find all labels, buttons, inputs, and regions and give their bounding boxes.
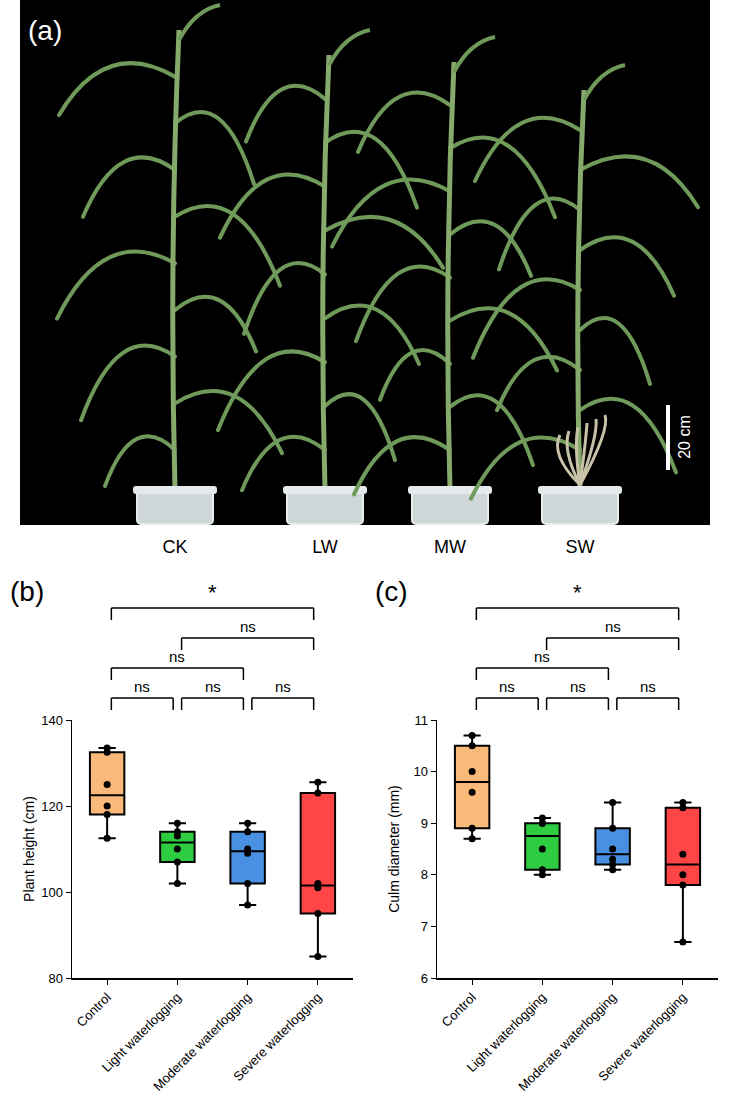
svg-text:Plant height (cm): Plant height (cm): [21, 796, 37, 902]
svg-text:CK: CK: [162, 537, 187, 557]
svg-text:10: 10: [413, 764, 427, 779]
svg-text:LW: LW: [312, 537, 338, 557]
svg-text:ns: ns: [605, 618, 621, 635]
svg-text:ns: ns: [275, 678, 291, 695]
svg-text:7: 7: [421, 919, 428, 934]
svg-text:ns: ns: [534, 648, 550, 665]
svg-text:ns: ns: [570, 678, 586, 695]
svg-text:120: 120: [41, 799, 63, 814]
svg-text:100: 100: [41, 885, 63, 900]
svg-text:80: 80: [48, 971, 62, 986]
svg-text:*: *: [208, 580, 217, 605]
svg-text:Culm diameter (mm): Culm diameter (mm): [386, 785, 402, 913]
svg-text:140: 140: [41, 713, 63, 728]
svg-text:ns: ns: [205, 678, 221, 695]
svg-text:Light waterlogging: Light waterlogging: [99, 990, 184, 1075]
svg-text:Severe waterlogging: Severe waterlogging: [230, 990, 324, 1084]
svg-text:Light waterlogging: Light waterlogging: [464, 990, 549, 1075]
svg-text:20 cm: 20 cm: [676, 415, 693, 459]
svg-text:ns: ns: [499, 678, 515, 695]
svg-text:ns: ns: [169, 648, 185, 665]
html-text:(b): (b): [10, 576, 45, 607]
svg-text:Moderate waterlogging: Moderate waterlogging: [150, 990, 254, 1094]
svg-text:Control: Control: [439, 990, 479, 1030]
svg-text:(a): (a): [28, 15, 62, 46]
svg-text:SW: SW: [566, 537, 595, 557]
svg-text:9: 9: [421, 816, 428, 831]
svg-text:Severe waterlogging: Severe waterlogging: [595, 990, 689, 1084]
svg-text:ns: ns: [134, 678, 150, 695]
svg-text:8: 8: [421, 867, 428, 882]
svg-text:ns: ns: [640, 678, 656, 695]
svg-text:*: *: [573, 580, 582, 605]
svg-text:6: 6: [421, 971, 428, 986]
html-text:(c): (c): [375, 576, 408, 607]
svg-text:MW: MW: [434, 537, 466, 557]
svg-text:ns: ns: [240, 618, 256, 635]
svg-text:11: 11: [414, 713, 428, 728]
svg-text:Control: Control: [74, 990, 114, 1030]
svg-text:Moderate waterlogging: Moderate waterlogging: [515, 990, 619, 1094]
